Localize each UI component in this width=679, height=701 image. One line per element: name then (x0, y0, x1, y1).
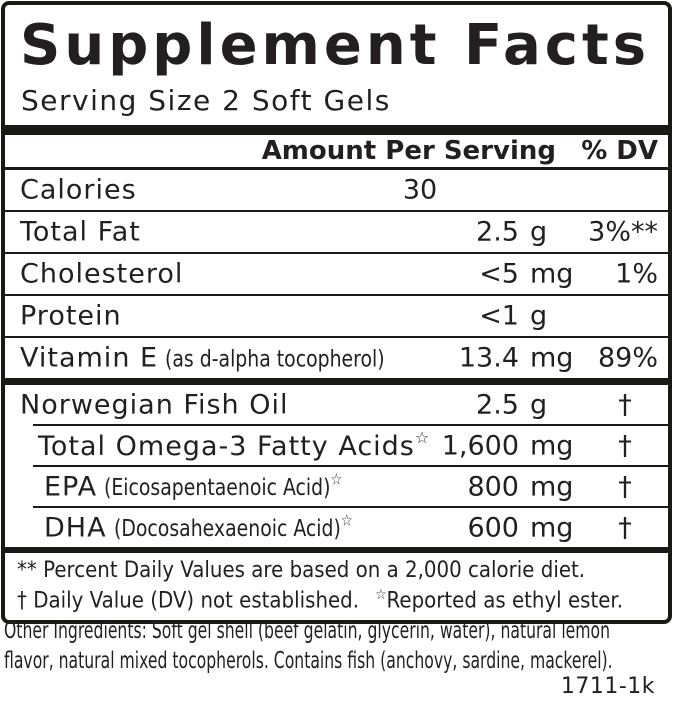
supplement-facts-box: Supplement Facts Serving Size 2 Soft Gel… (1, 1, 672, 625)
star-footnote-mark: ☆ (414, 427, 430, 447)
amount-value: 13.4 (458, 342, 519, 374)
table-row-total-fat: Total Fat 2.5 g 3%** (5, 212, 668, 252)
nutrient-paren: (as d-alpha tocopherol) (165, 346, 385, 373)
amount-value: 2.5 (476, 216, 519, 248)
amount-value: 30 (402, 174, 438, 206)
table-row-norwegian-fish-oil: Norwegian Fish Oil 2.5 g † (5, 385, 668, 424)
thick-rule (5, 547, 668, 553)
amount-value: 2.5 (476, 389, 519, 420)
facts-title: Supplement Facts (20, 13, 651, 78)
amount-value: 1,600 (441, 430, 519, 461)
nutrient-paren: (Docosahexaenoic Acid)☆ (113, 510, 353, 542)
footnotes: ** Percent Daily Values are based on a 2… (5, 553, 668, 620)
table-row-vitamin-e: Vitamin E (as d-alpha tocopherol) 13.4 mg… (5, 338, 668, 378)
dv-dagger: † (618, 512, 632, 543)
nutrient-name: Cholesterol (20, 258, 184, 290)
row-divider-indented (33, 506, 668, 508)
other-ingredients-line: flavor, natural mixed tocopherols. Conta… (4, 648, 613, 674)
serving-size: Serving Size 2 Soft Gels (21, 84, 391, 117)
row-divider (5, 336, 668, 338)
footnote-dv-not-established: † Daily Value (DV) not established. ☆Repo… (17, 587, 624, 614)
row-divider (5, 252, 668, 254)
nutrient-paren: (Eicosapentaenoic Acid)☆ (104, 469, 343, 501)
amount-unit: g (530, 300, 548, 332)
table-row-calories: Calories 30 (5, 170, 668, 210)
nutrient-name: EPA (Eicosapentaenoic Acid)☆ (44, 469, 343, 502)
dv-value: 3%** (588, 216, 658, 248)
dv-value: 89% (597, 342, 658, 374)
nutrient-name: Vitamin E (as d-alpha tocopherol) (20, 342, 385, 374)
table-row-dha: DHA (Docosahexaenoic Acid)☆ 600 mg † (5, 508, 668, 547)
row-divider-indented (33, 424, 668, 426)
table-row-protein: Protein <1 g (5, 296, 668, 336)
amount-unit: mg (530, 430, 574, 461)
amount-value: 800 (467, 471, 519, 502)
amount-value: <5 (479, 258, 519, 290)
dv-dagger: † (618, 389, 632, 420)
amount-unit: mg (530, 471, 574, 502)
nutrient-name: Calories (20, 174, 137, 206)
table-row-total-omega-3: Total Omega-3 Fatty Acids☆ 1,600 mg † (5, 426, 668, 465)
nutrient-name: Norwegian Fish Oil (20, 389, 289, 420)
amount-value: <1 (479, 300, 519, 332)
percent-dv-header: % DV (581, 136, 658, 166)
amount-per-serving-header: Amount Per Serving (261, 136, 556, 166)
row-divider (5, 210, 668, 212)
thick-rule (5, 125, 668, 135)
dv-dagger: † (618, 471, 632, 502)
product-code: 1711-1k (560, 674, 655, 699)
thick-rule (5, 378, 668, 385)
other-ingredients: Other Ingredients: Soft gel shell (beef … (4, 616, 679, 676)
star-footnote-mark: ☆ (330, 469, 343, 489)
table-row-epa: EPA (Eicosapentaenoic Acid)☆ 800 mg † (5, 467, 668, 506)
other-ingredients-line: Other Ingredients: Soft gel shell (beef … (4, 618, 611, 644)
amount-unit: g (530, 389, 548, 420)
table-header-row: Amount Per Serving % DV (5, 135, 668, 170)
star-footnote-mark: ☆ (340, 510, 353, 530)
nutrient-name: Total Fat (20, 216, 141, 248)
dv-value: 1% (615, 258, 658, 290)
table-row-cholesterol: Cholesterol <5 mg 1% (5, 254, 668, 294)
nutrient-name: Protein (20, 300, 122, 332)
dv-dagger: † (618, 430, 632, 461)
amount-unit: mg (530, 342, 574, 374)
nutrient-name: DHA (Docosahexaenoic Acid)☆ (44, 510, 353, 543)
amount-unit: mg (530, 512, 574, 543)
amount-unit: mg (530, 258, 574, 290)
footnote-daily-values: ** Percent Daily Values are based on a 2… (17, 558, 586, 583)
nutrient-name: Total Omega-3 Fatty Acids☆ (38, 427, 430, 462)
row-divider (5, 294, 668, 296)
amount-value: 600 (467, 512, 519, 543)
amount-unit: g (530, 216, 548, 248)
row-divider-indented (33, 465, 668, 467)
star-footnote-mark: ☆ (375, 587, 387, 603)
